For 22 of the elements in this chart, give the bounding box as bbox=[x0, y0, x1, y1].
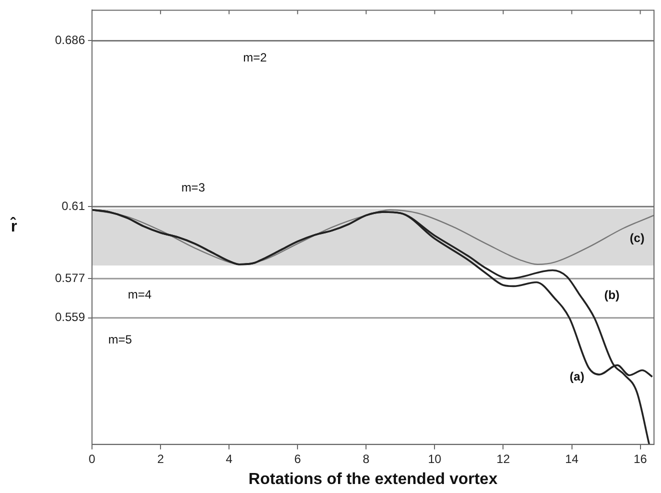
annotation: m=3 bbox=[181, 180, 206, 195]
x-tick-label: 6 bbox=[294, 452, 302, 466]
y-tick-label: 0.61 bbox=[62, 198, 86, 213]
x-tick-label: 8 bbox=[362, 452, 370, 466]
x-tick-label: 14 bbox=[565, 452, 579, 466]
x-tick-label: 16 bbox=[634, 452, 648, 466]
x-axis-title: Rotations of the extended vortex bbox=[248, 470, 498, 488]
y-axis-title: r̂ bbox=[10, 216, 18, 236]
y-tick-label: 0.686 bbox=[54, 33, 86, 48]
annotation: m=2 bbox=[243, 50, 268, 64]
x-tick-label: 0 bbox=[88, 452, 96, 466]
x-tick-label: 2 bbox=[157, 452, 164, 466]
annotation: m=5 bbox=[108, 332, 132, 347]
annotation: (c) bbox=[630, 230, 644, 245]
annotation: (b) bbox=[604, 288, 620, 302]
annotation: m=4 bbox=[128, 287, 152, 302]
x-tick-label: 4 bbox=[226, 452, 233, 466]
annotation: (a) bbox=[570, 369, 584, 384]
x-tick-label: 12 bbox=[496, 452, 510, 466]
y-tick-label: 0.577 bbox=[54, 270, 86, 285]
y-tick-label: 0.559 bbox=[54, 310, 86, 324]
x-tick-label: 10 bbox=[428, 452, 442, 466]
